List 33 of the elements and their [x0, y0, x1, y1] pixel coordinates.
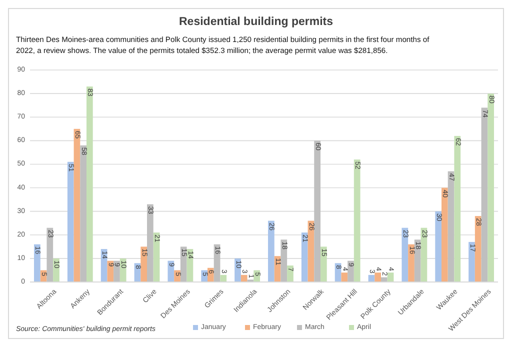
bar	[414, 240, 421, 282]
bar	[387, 272, 394, 282]
bar	[140, 246, 147, 282]
bar	[46, 228, 54, 282]
bar	[67, 162, 74, 282]
bar	[488, 94, 494, 282]
bar	[341, 272, 348, 282]
bar	[442, 188, 448, 282]
bar	[180, 246, 187, 282]
bar	[240, 274, 248, 282]
bar	[280, 240, 288, 282]
bar	[80, 145, 86, 282]
bar	[34, 244, 40, 282]
bar	[354, 160, 360, 282]
bar	[468, 242, 475, 282]
bar	[374, 272, 381, 282]
bar	[86, 86, 93, 282]
bar	[481, 108, 488, 282]
bar	[314, 140, 320, 282]
chart-title: Residential building permits	[179, 16, 333, 28]
bar	[448, 171, 454, 282]
bar	[402, 228, 408, 282]
bar	[301, 232, 308, 282]
bar	[435, 211, 442, 282]
bar	[147, 204, 154, 282]
bar	[220, 274, 227, 282]
bar	[474, 216, 482, 282]
bar	[454, 136, 461, 282]
bar	[320, 246, 327, 282]
bar	[74, 128, 80, 282]
bar	[287, 266, 294, 282]
bar	[268, 220, 274, 282]
bar	[408, 244, 414, 282]
